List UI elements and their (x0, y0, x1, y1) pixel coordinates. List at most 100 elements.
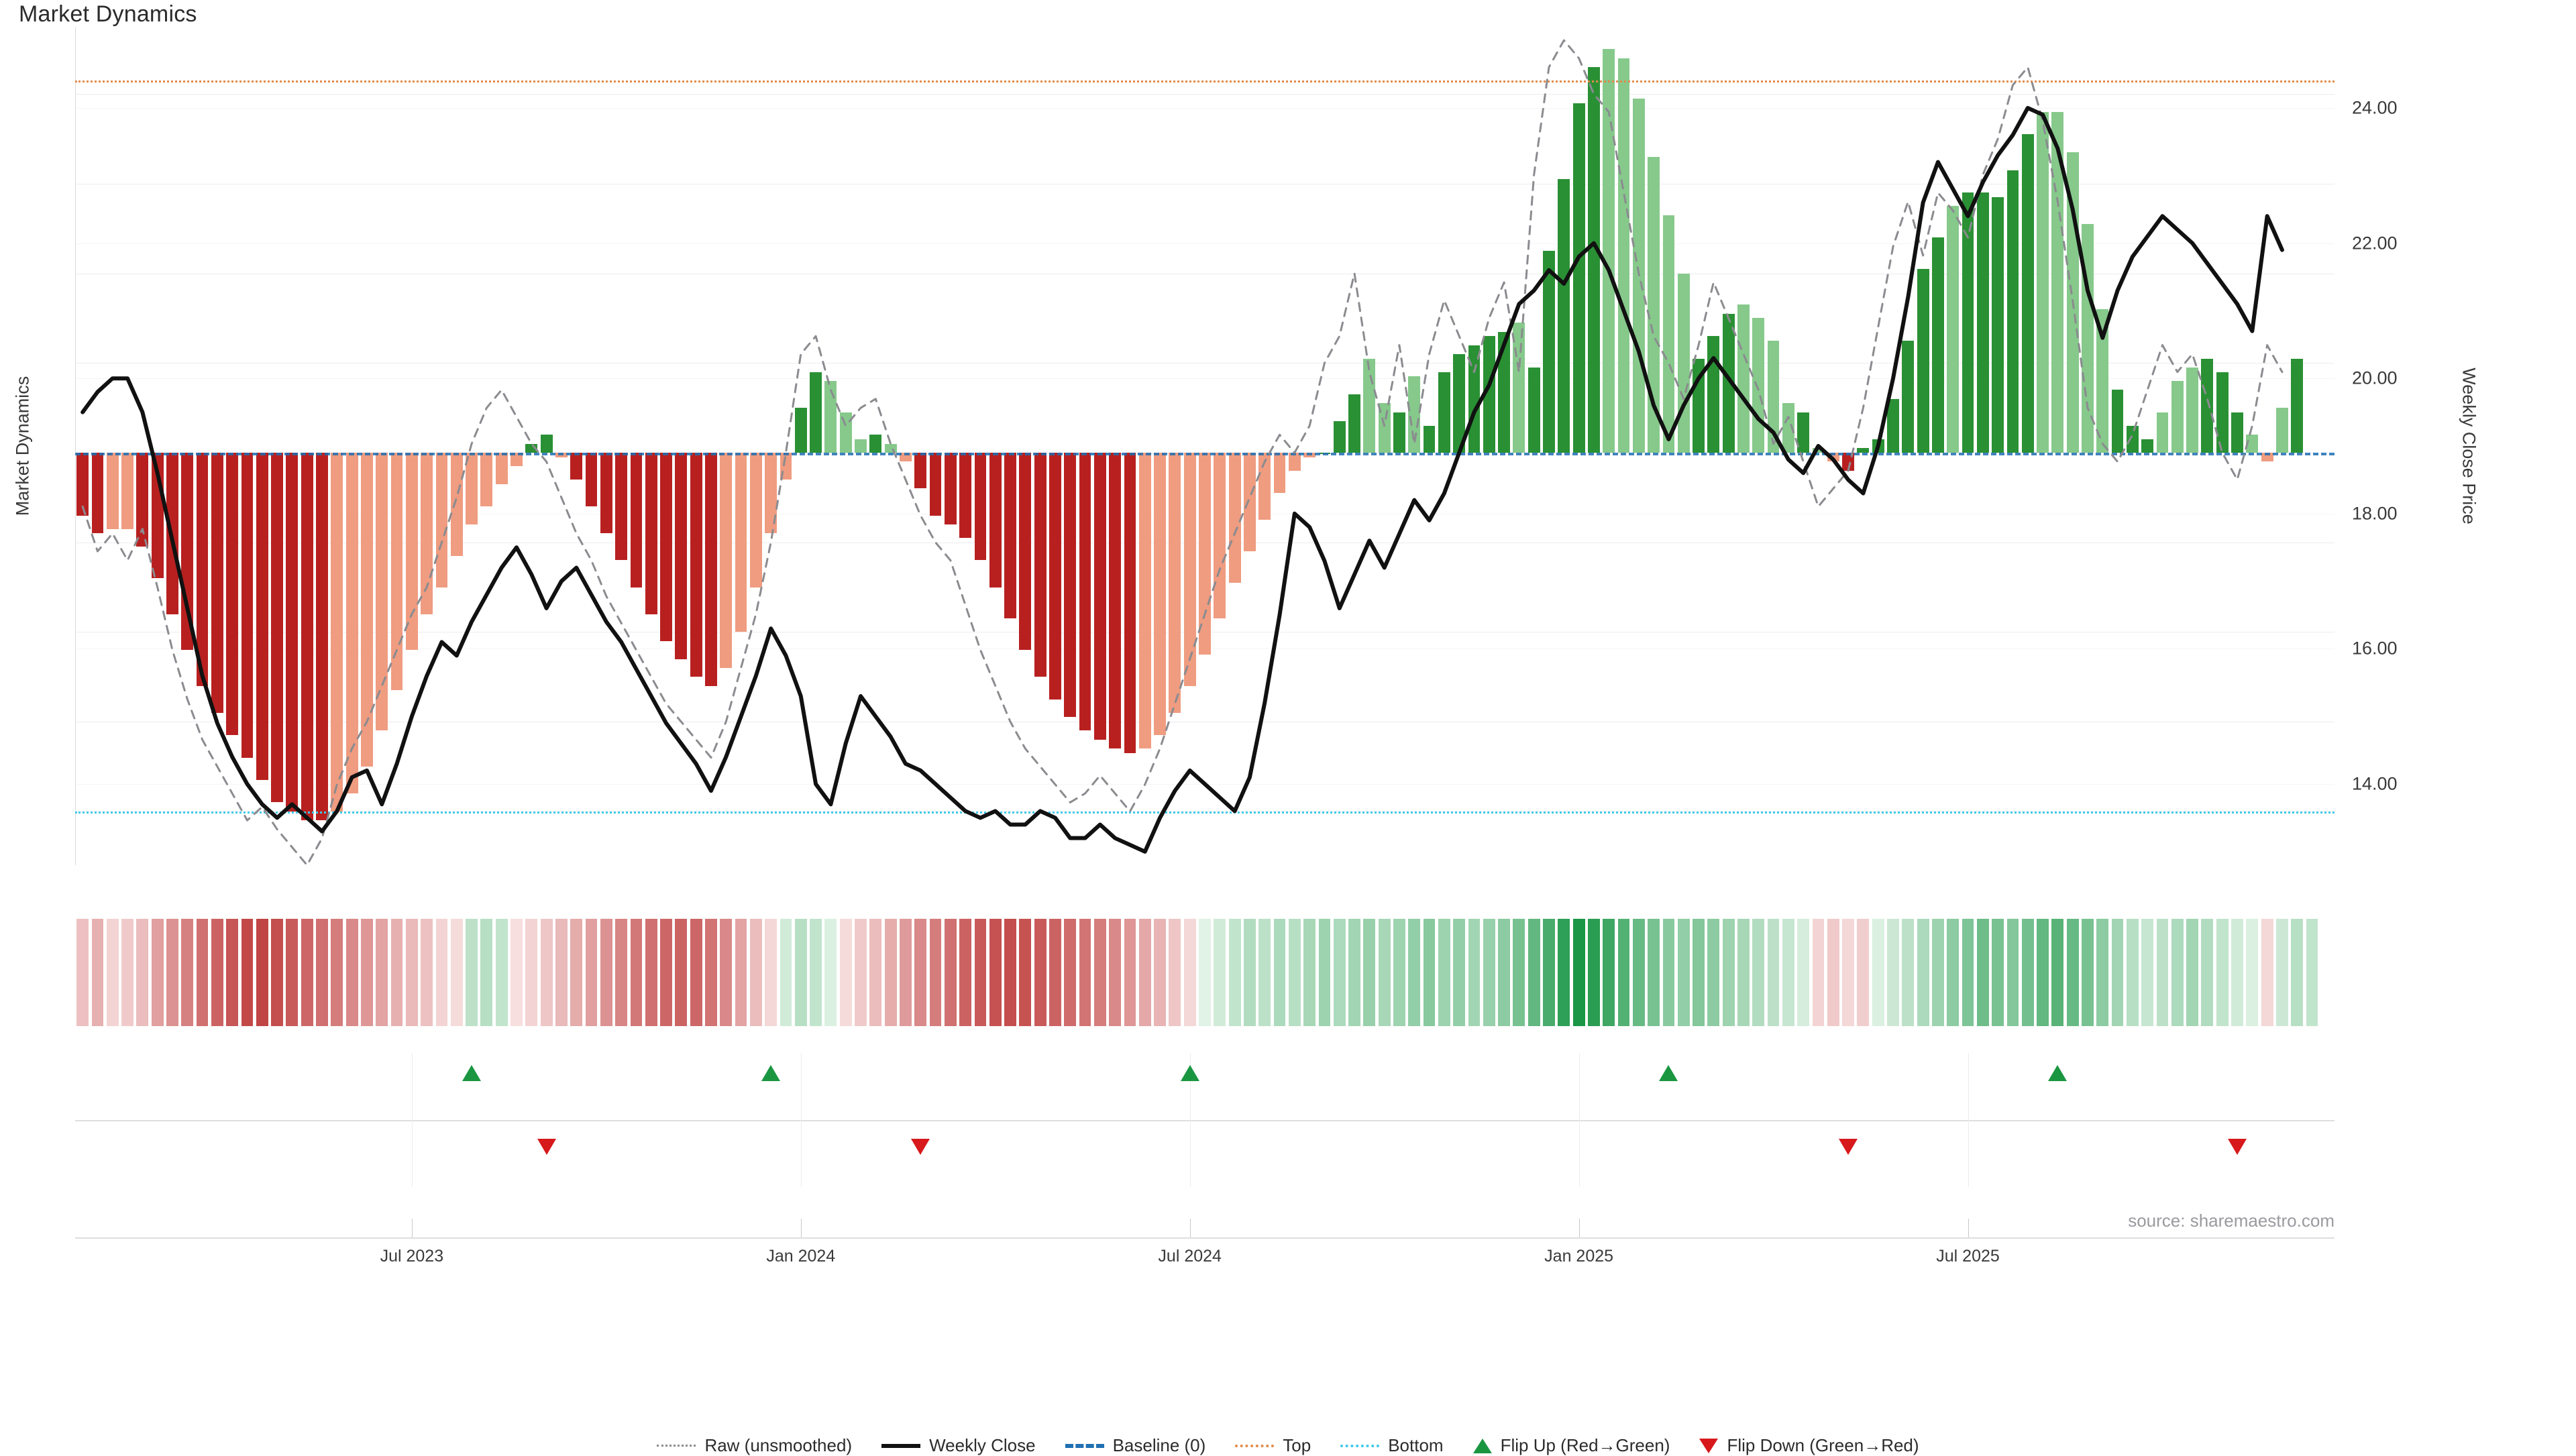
legend-item[interactable]: Bottom (1340, 1435, 1444, 1456)
flip-down-marker[interactable] (1839, 1139, 1858, 1155)
flip-row-gridline (411, 1053, 413, 1187)
bar (1722, 313, 1735, 453)
bar (600, 453, 612, 534)
bar (1737, 304, 1750, 453)
heat-cell (1064, 919, 1077, 1026)
bar (1976, 192, 1989, 453)
bar (480, 453, 493, 507)
legend-item[interactable]: Flip Up (Red→Green) (1472, 1435, 1670, 1456)
bar (2141, 439, 2154, 453)
heat-cell (1243, 919, 1256, 1026)
bar (1214, 453, 1226, 619)
heat-cell (944, 919, 957, 1026)
heat-cell (705, 919, 717, 1026)
heat-cell (1154, 919, 1166, 1026)
heat-cell (1019, 919, 1032, 1026)
x-axis-tick-label: Jul 2023 (380, 1247, 444, 1266)
dotted-line-orange-icon (1235, 1444, 1275, 1447)
heat-cell (361, 919, 373, 1026)
heat-cell (585, 919, 598, 1026)
heat-cell (271, 919, 284, 1026)
bar (435, 453, 448, 587)
flip-up-marker[interactable] (1180, 1065, 1199, 1081)
legend-item[interactable]: Weekly Close (881, 1435, 1036, 1456)
page-title: Market Dynamics (19, 1, 197, 27)
heat-cell (1303, 919, 1316, 1026)
flip-up-marker[interactable] (2048, 1065, 2068, 1081)
bar (1558, 179, 1570, 453)
flip-up-marker[interactable] (462, 1065, 482, 1081)
bar (1109, 453, 1122, 749)
bar (1498, 331, 1510, 453)
up-triangle-green-icon (1472, 1438, 1492, 1453)
heat-cell (615, 919, 628, 1026)
heat-cell (256, 919, 268, 1026)
legend-item[interactable]: Raw (unsmoothed) (657, 1435, 852, 1456)
heat-cell (2261, 919, 2273, 1026)
bar (1273, 453, 1286, 494)
source-credit: source: sharemaestro.com (2128, 1211, 2334, 1231)
bar (1812, 448, 1825, 453)
legend-item[interactable]: Top (1235, 1435, 1311, 1456)
heat-cell (1677, 919, 1690, 1026)
heat-cell (810, 919, 822, 1026)
bar (1079, 453, 1091, 731)
bar (1483, 336, 1495, 453)
legend-item[interactable]: Flip Down (Green→Red) (1699, 1435, 1919, 1456)
heat-cell (1378, 919, 1391, 1026)
bar (2246, 435, 2259, 453)
bar (2216, 372, 2229, 453)
heat-cell (1498, 919, 1510, 1026)
heat-cell (1093, 919, 1106, 1026)
heat-cell (1857, 919, 1870, 1026)
bar (421, 453, 433, 614)
x-axis-tick-label: Jan 2025 (1544, 1247, 1614, 1266)
heat-cell (211, 919, 223, 1026)
legend-item[interactable]: Baseline (0) (1065, 1435, 1205, 1456)
heat-cell (181, 919, 194, 1026)
heat-cell (1049, 919, 1061, 1026)
heat-cell (780, 919, 792, 1026)
heat-cell (540, 919, 553, 1026)
heat-cell (2141, 919, 2154, 1026)
bar (2006, 170, 2019, 453)
chart-legend: Raw (unsmoothed) Weekly Close Baseline (0)… (0, 1435, 2576, 1456)
legend-label: Weekly Close (929, 1435, 1036, 1455)
heat-cell (2171, 919, 2184, 1026)
bar (1917, 268, 1929, 453)
flip-down-marker[interactable] (2228, 1139, 2247, 1155)
heat-cell (1722, 919, 1735, 1026)
flip-down-marker[interactable] (911, 1139, 930, 1155)
gridline-right (75, 243, 2334, 244)
heat-cell (884, 919, 897, 1026)
bar (720, 453, 733, 668)
heat-cell (2096, 919, 2109, 1026)
bar (2037, 112, 2049, 453)
heat-cell (929, 919, 942, 1026)
bar (1183, 453, 1196, 686)
heat-cell (2082, 919, 2094, 1026)
bar (1378, 403, 1391, 453)
bar (705, 453, 717, 686)
bar (286, 453, 299, 811)
flip-up-marker[interactable] (1659, 1065, 1678, 1081)
flip-up-marker[interactable] (761, 1065, 781, 1081)
dotted-line-cyan-icon (1340, 1444, 1380, 1447)
heat-cell (2111, 919, 2124, 1026)
flip-row-gridline (1189, 1053, 1191, 1187)
heat-cell (1917, 919, 1929, 1026)
flip-down-marker[interactable] (537, 1139, 556, 1155)
bar (1962, 192, 1974, 453)
bar (735, 453, 747, 632)
x-axis-tick-label: Jul 2025 (1936, 1247, 2000, 1266)
heat-cell (869, 919, 882, 1026)
heat-cell (2066, 919, 2079, 1026)
heat-cell (1109, 919, 1122, 1026)
heat-cell (2021, 919, 2034, 1026)
bar (929, 453, 942, 516)
heat-cell (645, 919, 657, 1026)
heat-cell (2291, 919, 2304, 1026)
heat-cell (331, 919, 343, 1026)
